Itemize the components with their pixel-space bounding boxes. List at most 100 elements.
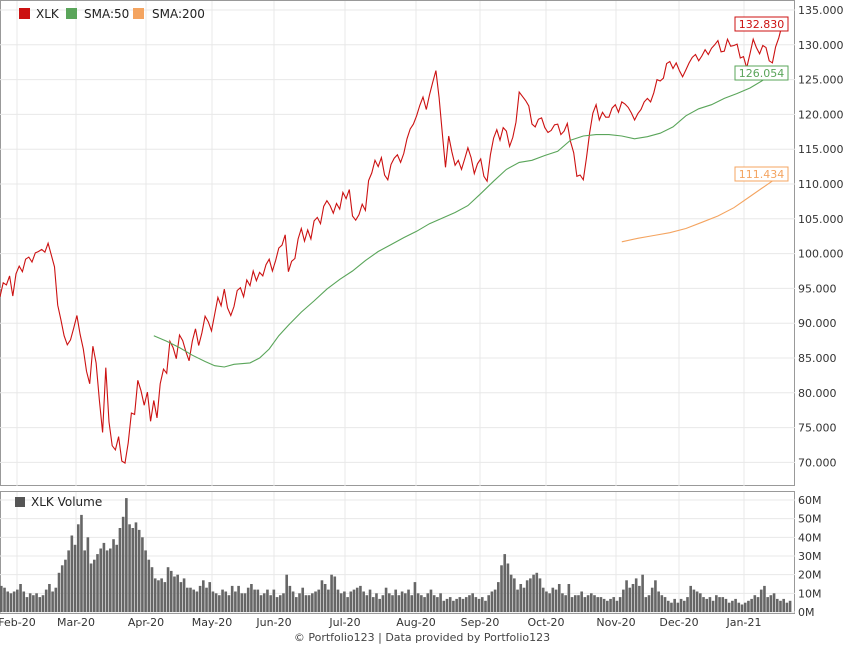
volume-bar — [131, 528, 135, 612]
volume-bar — [86, 537, 90, 612]
price-y-tick-label: 75.000 — [798, 422, 837, 435]
volume-bar — [718, 597, 721, 612]
volume-bar — [423, 597, 426, 612]
volume-bar — [740, 604, 744, 612]
volume-bar — [246, 587, 250, 612]
volume-bar — [686, 597, 689, 612]
volume-bar — [327, 589, 330, 612]
volume-bar — [394, 589, 398, 612]
volume-bar — [38, 597, 42, 612]
series-line-sma50 — [153, 71, 776, 368]
volume-bar — [378, 598, 381, 612]
price-y-tick-label: 110.000 — [798, 178, 844, 191]
volume-bar — [413, 582, 417, 612]
volume-bar — [137, 529, 141, 612]
volume-bar — [599, 597, 603, 612]
volume-bar — [60, 565, 64, 612]
volume-bar — [76, 524, 80, 612]
volume-bar — [147, 559, 151, 612]
x-tick-label: Mar-20 — [57, 616, 95, 629]
volume-bar — [407, 589, 410, 612]
series-line-xlk — [0, 25, 783, 465]
volume-bar — [532, 574, 535, 612]
volume-bar — [269, 595, 272, 612]
volume-bar — [708, 597, 712, 612]
volume-bar — [429, 589, 433, 612]
volume-bar — [295, 597, 298, 612]
volume-bar — [320, 580, 324, 612]
volume-bar — [660, 595, 664, 612]
volume-bar — [221, 589, 224, 612]
price-y-tick-label: 90.000 — [798, 317, 837, 330]
volume-bar — [400, 591, 404, 612]
volume-bar — [689, 585, 692, 612]
legend-swatch-sma50 — [66, 8, 77, 19]
volume-bar — [179, 582, 183, 612]
volume-bar — [737, 602, 741, 612]
volume-bar — [355, 587, 359, 612]
volume-bar — [695, 591, 699, 612]
volume-bar — [96, 554, 99, 612]
volume-bar — [54, 587, 58, 612]
price-y-tick-label: 130.000 — [798, 39, 844, 52]
volume-bar — [134, 522, 138, 612]
volume-bar — [362, 591, 365, 612]
volume-bar — [330, 574, 333, 612]
volume-bar — [195, 591, 199, 612]
volume-bar — [647, 595, 651, 612]
volume-bar — [41, 595, 45, 612]
volume-y-tick-label: 60M — [798, 494, 822, 507]
volume-bar — [474, 597, 478, 612]
volume-bar — [519, 584, 523, 612]
volume-bar — [336, 589, 340, 612]
volume-bar — [769, 595, 773, 612]
x-tick-label: Oct-20 — [528, 616, 565, 629]
volume-bar — [282, 593, 285, 612]
volume-bar — [785, 602, 789, 612]
legend-label-sma200: SMA:200 — [152, 7, 205, 21]
price-y-tick-label: 125.000 — [798, 74, 844, 87]
volume-bar — [250, 584, 253, 612]
price-y-tick-label: 70.000 — [798, 456, 837, 469]
volume-bar — [397, 595, 401, 612]
volume-bar — [0, 585, 3, 612]
volume-bar — [272, 589, 276, 612]
volume-bar — [259, 595, 263, 612]
volume-bar — [368, 589, 372, 612]
volume-bar — [458, 597, 462, 612]
volume-bar — [692, 589, 696, 612]
volume-bar — [202, 580, 205, 612]
volume-bar — [657, 591, 660, 612]
sma50-last-label: 126.054 — [739, 67, 785, 80]
volume-bar — [240, 593, 244, 612]
volume-bar — [727, 602, 731, 612]
volume-bar — [214, 593, 218, 612]
volume-bar — [602, 598, 606, 612]
volume-bar — [625, 580, 628, 612]
volume-bar — [747, 600, 750, 612]
volume-bar — [506, 563, 510, 612]
x-tick-label: Nov-20 — [596, 616, 635, 629]
volume-bar — [189, 587, 192, 612]
volume-bar — [182, 578, 186, 612]
volume-bar — [371, 597, 375, 612]
volume-bar — [83, 550, 86, 612]
volume-bar — [80, 514, 83, 612]
volume-bar — [384, 587, 388, 612]
volume-bar — [298, 593, 301, 612]
volume-bar — [513, 578, 516, 612]
volume-bar — [381, 595, 385, 612]
volume-bar — [410, 595, 414, 612]
volume-bar — [583, 597, 587, 612]
volume-bar — [275, 597, 279, 612]
volume-bar — [57, 572, 61, 612]
volume-bar — [573, 595, 577, 612]
volume-bar — [349, 591, 353, 612]
volume-bar — [105, 550, 109, 612]
volume-bar — [759, 589, 763, 612]
sma200-last-box — [734, 166, 789, 182]
volume-bar — [346, 597, 349, 612]
volume-y-axis: 60M 50M 40M 30M 20M 10M 0M — [798, 494, 822, 619]
x-tick-label: Aug-20 — [396, 616, 435, 629]
volume-bar — [554, 589, 558, 612]
